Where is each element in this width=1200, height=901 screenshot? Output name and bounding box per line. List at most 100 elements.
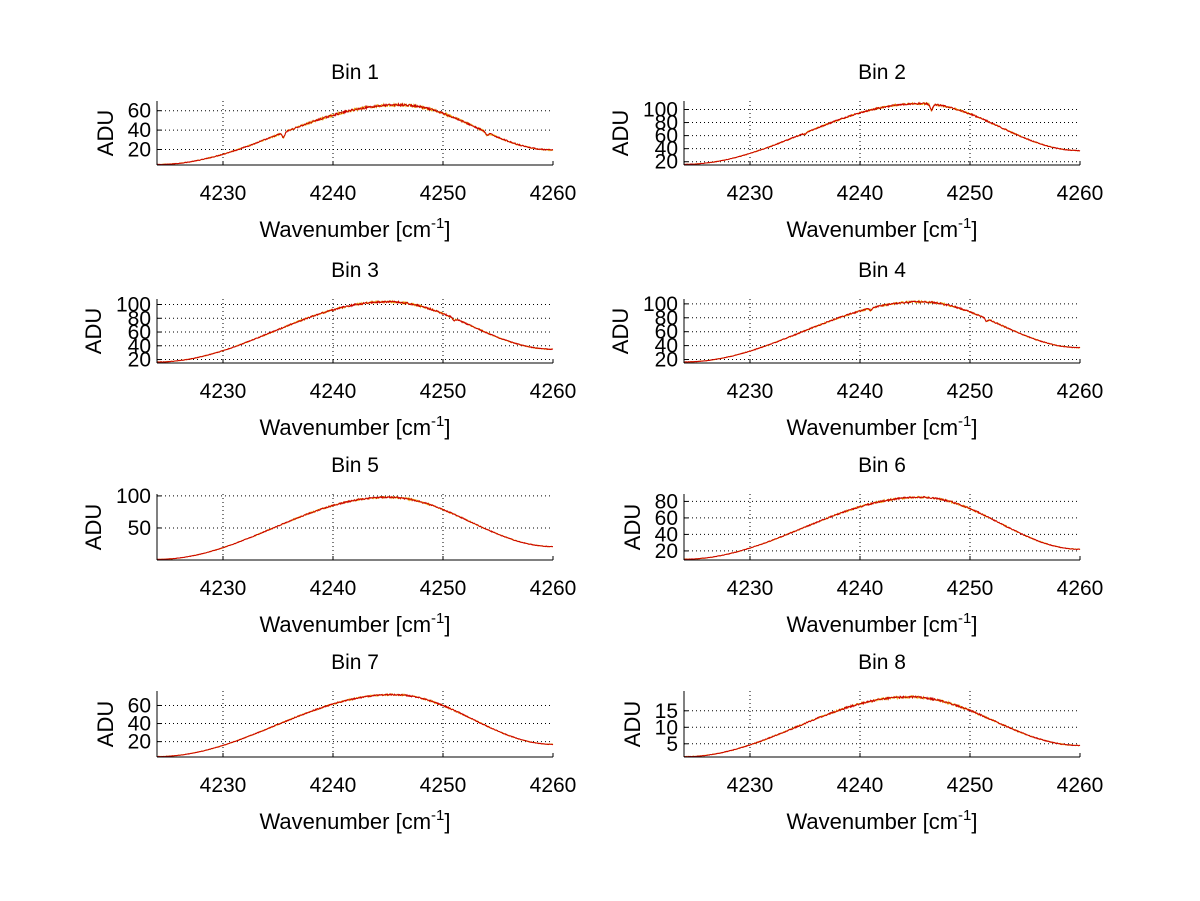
spectrum-trace-primary xyxy=(683,300,1081,363)
y-tick-label: 80 xyxy=(128,307,151,330)
x-tick-label: 4260 xyxy=(1057,774,1104,797)
x-axis-label: Wavenumber [cm-1] xyxy=(786,807,977,834)
y-tick-label: 20 xyxy=(655,540,678,563)
y-tick-label: 60 xyxy=(655,507,678,530)
y-tick-label: 5 xyxy=(666,733,678,756)
y-axis-label: ADU xyxy=(608,110,633,156)
x-tick-label: 4260 xyxy=(530,577,577,600)
x-tick-label: 4260 xyxy=(1057,577,1104,600)
y-tick-label: 100 xyxy=(116,294,151,317)
x-tick-label: 4230 xyxy=(727,182,774,205)
y-tick-label: 40 xyxy=(655,138,678,161)
y-axis-label: ADU xyxy=(81,308,106,354)
subplot-title: Bin 2 xyxy=(858,61,906,84)
spectrum-trace-primary xyxy=(156,299,554,363)
x-axis-label: Wavenumber [cm-1] xyxy=(259,215,450,242)
y-tick-label: 60 xyxy=(655,321,678,344)
x-tick-label: 4230 xyxy=(200,182,247,205)
x-tick-label: 4250 xyxy=(420,380,467,403)
x-axis-label: Wavenumber [cm-1] xyxy=(259,807,450,834)
y-tick-label: 20 xyxy=(128,138,151,161)
x-tick-label: 4250 xyxy=(420,182,467,205)
subplot-title: Bin 8 xyxy=(858,651,906,674)
x-axis-label: Wavenumber [cm-1] xyxy=(259,610,450,637)
x-axis-label: Wavenumber [cm-1] xyxy=(786,215,977,242)
x-tick-label: 4240 xyxy=(310,577,357,600)
x-tick-label: 4260 xyxy=(530,380,577,403)
y-axis-label: ADU xyxy=(608,308,633,354)
y-tick-label: 50 xyxy=(128,517,151,540)
y-tick-label: 40 xyxy=(655,523,678,546)
spectrum-trace-primary xyxy=(683,694,1081,758)
spectrum-trace-primary xyxy=(683,495,1081,560)
y-tick-label: 40 xyxy=(128,713,151,736)
x-tick-label: 4240 xyxy=(837,380,884,403)
y-axis-label: ADU xyxy=(620,701,645,747)
y-tick-label: 100 xyxy=(116,485,151,508)
subplot-title: Bin 4 xyxy=(858,259,906,282)
x-tick-label: 4250 xyxy=(947,182,994,205)
y-axis-label: ADU xyxy=(81,504,106,550)
x-tick-label: 4230 xyxy=(200,577,247,600)
y-tick-label: 80 xyxy=(655,112,678,135)
x-tick-label: 4260 xyxy=(530,182,577,205)
subplot-title: Bin 3 xyxy=(331,259,379,282)
subplot-title: Bin 5 xyxy=(331,454,379,477)
y-tick-label: 80 xyxy=(655,307,678,330)
y-tick-label: 40 xyxy=(128,119,151,142)
y-tick-label: 20 xyxy=(655,151,678,174)
y-tick-label: 60 xyxy=(128,100,151,123)
y-axis-label: ADU xyxy=(93,701,118,747)
y-tick-label: 20 xyxy=(128,731,151,754)
y-tick-label: 60 xyxy=(128,321,151,344)
y-tick-label: 60 xyxy=(128,694,151,717)
x-axis-label: Wavenumber [cm-1] xyxy=(259,413,450,440)
spectrum-trace-primary xyxy=(683,101,1081,166)
subplot-title: Bin 1 xyxy=(331,61,379,84)
y-tick-label: 15 xyxy=(655,700,678,723)
y-axis-label: ADU xyxy=(93,110,118,156)
y-tick-label: 60 xyxy=(655,125,678,148)
x-tick-label: 4230 xyxy=(200,774,247,797)
x-axis-label: Wavenumber [cm-1] xyxy=(786,413,977,440)
x-axis-label: Wavenumber [cm-1] xyxy=(786,610,977,637)
y-tick-label: 40 xyxy=(128,335,151,358)
x-tick-label: 4250 xyxy=(420,577,467,600)
subplot-title: Bin 6 xyxy=(858,454,906,477)
y-tick-label: 40 xyxy=(655,335,678,358)
spectrum-trace-primary xyxy=(156,495,553,561)
y-tick-label: 80 xyxy=(655,490,678,513)
y-tick-label: 10 xyxy=(655,716,678,739)
x-tick-label: 4240 xyxy=(837,577,884,600)
x-tick-label: 4240 xyxy=(837,182,884,205)
x-tick-label: 4240 xyxy=(837,774,884,797)
x-tick-label: 4250 xyxy=(947,380,994,403)
y-tick-label: 100 xyxy=(643,293,678,316)
y-axis-label: ADU xyxy=(620,504,645,550)
x-tick-label: 4250 xyxy=(947,774,994,797)
spectrum-trace-primary xyxy=(156,102,554,166)
x-tick-label: 4260 xyxy=(530,774,577,797)
spectrum-trace-primary xyxy=(156,693,554,758)
subplot-bin-5: Bin 5 4230 4240 4250 4260 50 100 Wavenumber [cm… xyxy=(81,454,576,637)
x-tick-label: 4250 xyxy=(947,577,994,600)
x-tick-label: 4240 xyxy=(310,774,357,797)
x-tick-label: 4230 xyxy=(727,774,774,797)
subplot-title: Bin 7 xyxy=(331,651,379,674)
x-tick-label: 4230 xyxy=(727,380,774,403)
x-tick-label: 4230 xyxy=(200,380,247,403)
x-tick-label: 4260 xyxy=(1057,182,1104,205)
x-tick-label: 4250 xyxy=(420,774,467,797)
x-tick-label: 4260 xyxy=(1057,380,1104,403)
y-tick-label: 100 xyxy=(643,98,678,121)
x-tick-label: 4240 xyxy=(310,380,357,403)
x-tick-label: 4230 xyxy=(727,577,774,600)
